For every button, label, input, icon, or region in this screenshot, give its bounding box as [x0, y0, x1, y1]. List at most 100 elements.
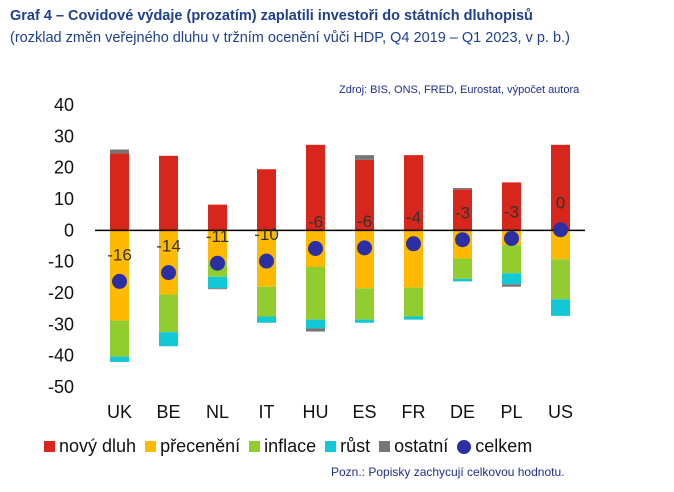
bar-novy_dluh-us: [551, 144, 570, 231]
legend-item-novy_dluh: nový dluh: [44, 436, 136, 457]
x-tick-label-pl: PL: [500, 402, 522, 422]
y-tick-label: 20: [54, 158, 74, 178]
total-label-es: -6: [357, 212, 372, 231]
legend-item-preceneni: přecenění: [145, 436, 240, 457]
legend-item-celkem: celkem: [457, 436, 532, 457]
bar-inflace-it: [257, 286, 276, 317]
y-tick-label: 10: [54, 189, 74, 209]
legend-item-inflace: inflace: [249, 436, 316, 457]
total-dot-pl: [504, 230, 519, 246]
y-tick-label: 0: [64, 220, 74, 240]
bar-rust-pl: [502, 273, 521, 285]
bar-novy_dluh-uk: [110, 153, 129, 231]
bar-ostatni-hu: [306, 328, 325, 332]
total-labels: -16 -14 -11 -10 -6 -6 -4 -3 -3 0: [107, 194, 565, 265]
bar-novy_dluh-de: [453, 189, 472, 231]
bar-preceneni-us: [551, 230, 570, 260]
bar-inflace-us: [551, 259, 570, 300]
legend-label-inflace: inflace: [264, 436, 317, 456]
x-tick-label-us: US: [548, 402, 573, 422]
bar-ostatni-uk: [110, 149, 129, 154]
total-label-be: -14: [156, 237, 181, 256]
bar-inflace-de: [453, 258, 472, 279]
legend-swatch-rust: [325, 441, 337, 452]
total-label-de: -3: [455, 204, 470, 223]
total-label-fr: -4: [406, 208, 421, 227]
y-tick-label: -30: [48, 314, 74, 334]
total-label-us: 0: [556, 194, 565, 213]
total-dot-es: [357, 240, 372, 256]
bar-inflace-fr: [404, 287, 423, 317]
total-dot-it: [259, 253, 274, 269]
x-tick-label-it: IT: [259, 402, 275, 422]
bar-inflace-be: [159, 294, 178, 333]
total-label-hu: -6: [308, 213, 323, 232]
x-tick-label-fr: FR: [402, 402, 426, 422]
total-dot-us: [553, 222, 568, 238]
y-tick-label: 40: [54, 95, 74, 115]
y-tick-label: -40: [48, 346, 74, 366]
chart-title: Graf 4 – Covidové výdaje (prozatím) zapl…: [10, 8, 533, 24]
total-dots: [112, 222, 568, 289]
bar-novy_dluh-it: [257, 169, 276, 231]
bar-ostatni-nl: [208, 288, 227, 290]
bar-novy_dluh-hu: [306, 144, 325, 231]
bar-rust-hu: [306, 319, 325, 329]
legend-swatch-ostatni: [379, 441, 391, 452]
legend-item-ostatni: ostatní: [379, 436, 448, 457]
total-dot-nl: [210, 255, 225, 271]
total-dot-fr: [406, 236, 421, 252]
legend-label-preceneni: přecenění: [160, 436, 241, 456]
bar-novy_dluh-nl: [208, 204, 227, 231]
bar-ostatni-es: [355, 155, 374, 160]
bar-rust-nl: [208, 276, 227, 289]
chart-subtitle: (rozklad změn veřejného dluhu v tržním o…: [10, 30, 570, 46]
bar-rust-fr: [404, 316, 423, 320]
legend-label-ostatni: ostatní: [394, 436, 449, 456]
y-tick-label: 30: [54, 126, 74, 146]
bar-ostatni-pl: [502, 284, 521, 287]
bar-rust-be: [159, 332, 178, 347]
total-dot-de: [455, 232, 470, 248]
bar-rust-es: [355, 319, 374, 323]
bar-preceneni-es: [355, 230, 374, 289]
x-tick-label-nl: NL: [206, 402, 229, 422]
legend-label-celkem: celkem: [475, 436, 533, 456]
legend-item-rust: růst: [325, 436, 370, 457]
footnote: Pozn.: Popisky zachycují celkovou hodnot…: [331, 465, 565, 479]
x-tick-label-es: ES: [352, 402, 376, 422]
x-axis: UK BE NL IT HU ES FR DE PL US: [107, 402, 573, 422]
x-tick-label-be: BE: [156, 402, 180, 422]
bar-rust-it: [257, 316, 276, 323]
legend-swatch-celkem: [457, 439, 472, 454]
bar-inflace-pl: [502, 245, 521, 274]
y-tick-label: -10: [48, 252, 74, 272]
bar-preceneni-be: [159, 230, 178, 295]
y-tick-label: -20: [48, 283, 74, 303]
total-label-pl: -3: [504, 202, 519, 221]
total-label-it: -10: [254, 225, 279, 244]
x-tick-label-de: DE: [450, 402, 475, 422]
bar-novy_dluh-fr: [404, 155, 423, 231]
total-dot-uk: [112, 273, 127, 289]
bar-novy_dluh-es: [355, 159, 374, 231]
bar-ostatni-de: [453, 188, 472, 190]
bar-inflace-hu: [306, 266, 325, 320]
x-tick-label-uk: UK: [107, 402, 132, 422]
chart-legend: nový dluh přecenění inflace růst ostatní celk…: [44, 436, 541, 457]
total-label-uk: -16: [107, 245, 132, 264]
total-label-nl: -11: [206, 227, 229, 246]
source-note: Zdroj: BIS, ONS, FRED, Eurostat, výpočet…: [339, 84, 580, 96]
bar-inflace-uk: [110, 320, 129, 357]
bar-preceneni-nl: [208, 230, 227, 262]
bar-rust-de: [453, 278, 472, 282]
bar-inflace-es: [355, 288, 374, 320]
legend-label-rust: růst: [340, 436, 371, 456]
total-dot-hu: [308, 241, 323, 257]
x-tick-label-hu: HU: [303, 402, 329, 422]
legend-label-novy_dluh: nový dluh: [59, 436, 137, 456]
bar-rust-us: [551, 299, 570, 316]
legend-swatch-novy_dluh: [44, 441, 55, 452]
total-dot-be: [161, 265, 176, 281]
